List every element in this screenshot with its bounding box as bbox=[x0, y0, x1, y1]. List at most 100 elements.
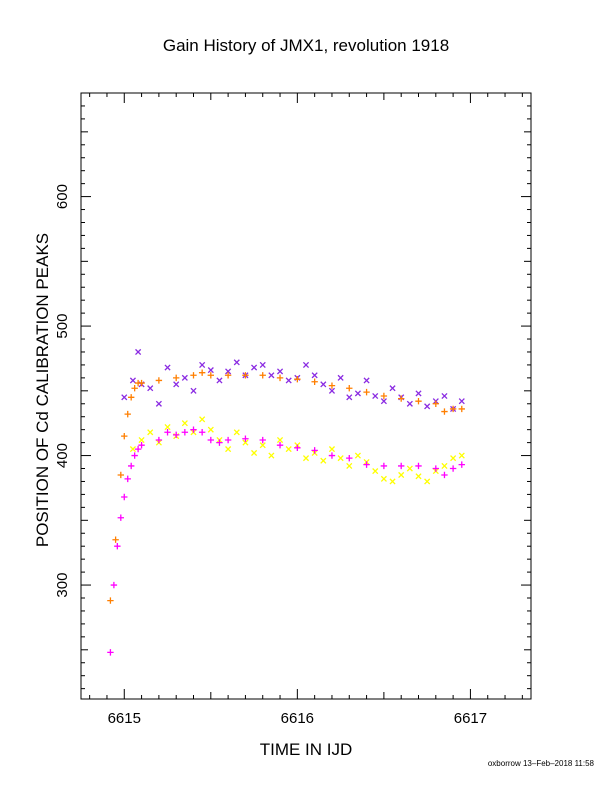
data-point bbox=[458, 452, 465, 459]
data-point bbox=[114, 543, 121, 550]
data-point bbox=[276, 374, 284, 382]
data-point bbox=[147, 385, 154, 392]
data-point bbox=[449, 465, 457, 472]
data-point bbox=[424, 478, 431, 485]
data-point bbox=[198, 429, 206, 436]
data-point bbox=[372, 468, 379, 475]
data-point bbox=[181, 420, 188, 427]
data-point bbox=[216, 439, 223, 446]
data-point bbox=[129, 377, 136, 384]
data-point bbox=[164, 424, 171, 431]
data-point bbox=[285, 446, 292, 453]
data-point bbox=[259, 442, 266, 449]
data-point bbox=[121, 394, 128, 401]
data-point bbox=[164, 429, 171, 436]
data-point bbox=[224, 436, 232, 444]
data-point bbox=[372, 392, 379, 400]
data-point bbox=[117, 514, 125, 521]
x-tick-label: 6615 bbox=[108, 710, 141, 727]
data-point bbox=[155, 377, 163, 384]
data-point bbox=[251, 449, 258, 457]
data-point bbox=[138, 379, 145, 387]
chart-title: Gain History of JMX1, revolution 1918 bbox=[162, 36, 450, 55]
data-point bbox=[415, 473, 422, 480]
data-point bbox=[121, 432, 128, 440]
data-point bbox=[138, 436, 145, 444]
data-point bbox=[441, 392, 448, 400]
data-point bbox=[268, 372, 275, 379]
data-point bbox=[107, 649, 114, 656]
data-point bbox=[207, 436, 215, 444]
data-point bbox=[328, 387, 336, 394]
data-point bbox=[346, 394, 353, 401]
data-point bbox=[397, 462, 405, 470]
data-point bbox=[131, 385, 138, 392]
series-1 bbox=[121, 348, 465, 413]
data-point bbox=[155, 436, 163, 444]
plot-frame bbox=[80, 92, 532, 700]
data-point bbox=[224, 372, 232, 379]
data-point bbox=[172, 431, 180, 439]
data-point bbox=[320, 457, 327, 464]
y-tick-label: 400 bbox=[54, 443, 71, 468]
data-point bbox=[328, 452, 336, 459]
data-point bbox=[450, 455, 457, 462]
data-point bbox=[124, 475, 131, 483]
data-point bbox=[424, 403, 431, 410]
data-point bbox=[276, 436, 284, 444]
data-point bbox=[328, 446, 336, 453]
data-point bbox=[449, 405, 457, 413]
data-point bbox=[441, 462, 448, 469]
data-point bbox=[389, 478, 396, 485]
data-point bbox=[127, 394, 135, 401]
data-point bbox=[199, 416, 206, 423]
data-point bbox=[346, 462, 353, 469]
data-point bbox=[320, 381, 327, 388]
data-point bbox=[458, 398, 465, 405]
data-point bbox=[207, 372, 215, 379]
data-point bbox=[311, 372, 318, 379]
data-point bbox=[276, 368, 284, 375]
data-point bbox=[276, 442, 284, 449]
y-tick-label: 300 bbox=[54, 573, 71, 598]
data-point bbox=[107, 597, 114, 604]
data-point bbox=[110, 581, 118, 589]
data-point bbox=[380, 475, 387, 482]
x-axis-label: TIME IN IJD bbox=[260, 740, 353, 759]
series-2 bbox=[129, 416, 465, 485]
data-point bbox=[147, 429, 154, 436]
series-4 bbox=[107, 426, 465, 656]
data-point bbox=[190, 372, 197, 379]
x-tick-label: 6616 bbox=[281, 710, 314, 727]
data-point bbox=[251, 364, 258, 371]
x-tick-label: 6617 bbox=[454, 710, 487, 727]
data-point bbox=[458, 461, 465, 468]
data-point bbox=[233, 429, 240, 436]
data-point bbox=[117, 471, 125, 479]
data-point bbox=[207, 367, 214, 374]
data-point bbox=[311, 447, 318, 454]
data-point bbox=[135, 348, 142, 356]
data-point bbox=[198, 369, 206, 376]
data-point bbox=[346, 385, 353, 392]
data-point bbox=[242, 435, 249, 442]
data-point bbox=[294, 444, 301, 451]
data-point bbox=[127, 462, 135, 470]
data-point bbox=[346, 454, 353, 462]
data-point bbox=[415, 397, 422, 405]
data-point bbox=[458, 405, 465, 413]
data-point bbox=[164, 364, 171, 371]
data-point bbox=[380, 398, 387, 405]
data-point bbox=[138, 442, 145, 449]
data-point bbox=[363, 388, 370, 396]
data-point bbox=[415, 390, 422, 397]
data-point bbox=[441, 471, 448, 479]
data-point bbox=[363, 377, 370, 384]
data-point bbox=[398, 471, 405, 479]
footer-credit: oxborrow 13–Feb–2018 11:58 bbox=[487, 759, 594, 768]
data-marks bbox=[107, 348, 465, 656]
data-point bbox=[259, 361, 266, 368]
data-point bbox=[380, 462, 388, 470]
data-point bbox=[173, 381, 180, 388]
